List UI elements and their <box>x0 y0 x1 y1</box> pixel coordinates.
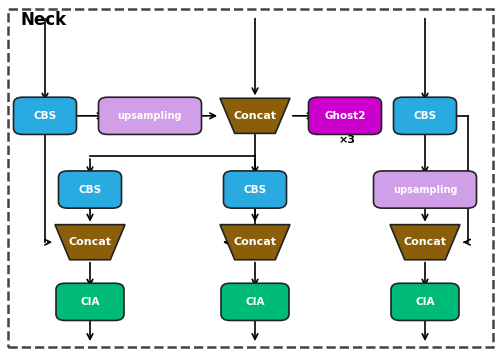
FancyBboxPatch shape <box>391 283 459 320</box>
Text: upsampling: upsampling <box>118 111 182 121</box>
FancyBboxPatch shape <box>308 97 382 134</box>
Text: Concat: Concat <box>68 237 112 247</box>
Text: Concat: Concat <box>404 237 446 247</box>
Text: CBS: CBS <box>414 111 436 121</box>
Polygon shape <box>220 98 290 133</box>
Text: Concat: Concat <box>234 111 276 121</box>
FancyBboxPatch shape <box>56 283 124 320</box>
Text: CBS: CBS <box>244 185 266 194</box>
Text: CIA: CIA <box>415 297 435 307</box>
Text: CIA: CIA <box>80 297 100 307</box>
Text: CBS: CBS <box>78 185 102 194</box>
FancyBboxPatch shape <box>14 97 76 134</box>
Polygon shape <box>390 225 460 260</box>
Polygon shape <box>55 225 125 260</box>
FancyBboxPatch shape <box>8 9 492 347</box>
Polygon shape <box>220 225 290 260</box>
Text: Ghost2: Ghost2 <box>324 111 366 121</box>
FancyBboxPatch shape <box>98 97 202 134</box>
Text: Concat: Concat <box>234 237 276 247</box>
Text: upsampling: upsampling <box>393 185 457 194</box>
FancyBboxPatch shape <box>221 283 289 320</box>
Text: CIA: CIA <box>245 297 265 307</box>
Text: Neck: Neck <box>20 11 66 28</box>
Text: CBS: CBS <box>34 111 56 121</box>
FancyBboxPatch shape <box>58 171 122 208</box>
FancyBboxPatch shape <box>374 171 476 208</box>
FancyBboxPatch shape <box>224 171 286 208</box>
FancyBboxPatch shape <box>394 97 456 134</box>
Text: ×3: ×3 <box>339 135 356 145</box>
